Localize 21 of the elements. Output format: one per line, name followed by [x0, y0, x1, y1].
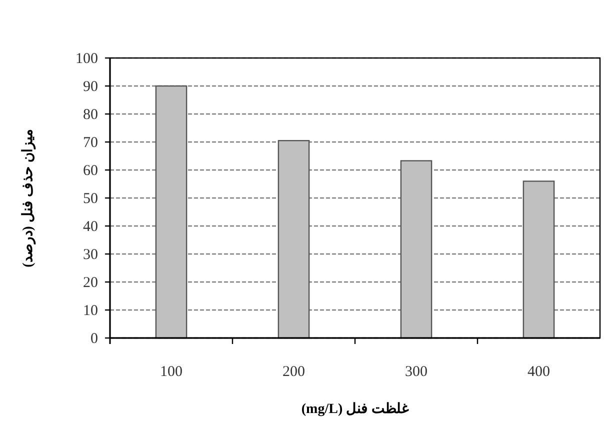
y-tick-label: 50	[83, 191, 98, 207]
y-tick-label: 20	[83, 275, 98, 291]
x-tick-label: 100	[160, 364, 182, 380]
bar	[400, 160, 432, 339]
y-tick-label: 70	[83, 135, 98, 151]
y-tick-label: 60	[83, 163, 98, 179]
y-tick-label: 30	[83, 247, 98, 263]
y-tick-label: 100	[76, 51, 98, 67]
x-tick-label: 200	[282, 364, 305, 380]
y-axis-title: میزان حذف فنل (درصد)	[21, 128, 36, 268]
bar	[278, 140, 310, 339]
x-tick-label: 300	[405, 364, 428, 380]
y-tick-label: 90	[83, 79, 98, 95]
y-tick-label: 0	[90, 331, 98, 347]
bar	[522, 180, 555, 339]
y-tick-label: 40	[83, 219, 98, 235]
bar	[155, 85, 188, 339]
x-tick-label: 400	[528, 364, 550, 380]
y-tick-label: 10	[83, 303, 98, 319]
x-axis-title: غلظت فنل (mg/L)	[301, 402, 410, 417]
y-tick-label: 80	[83, 107, 98, 123]
